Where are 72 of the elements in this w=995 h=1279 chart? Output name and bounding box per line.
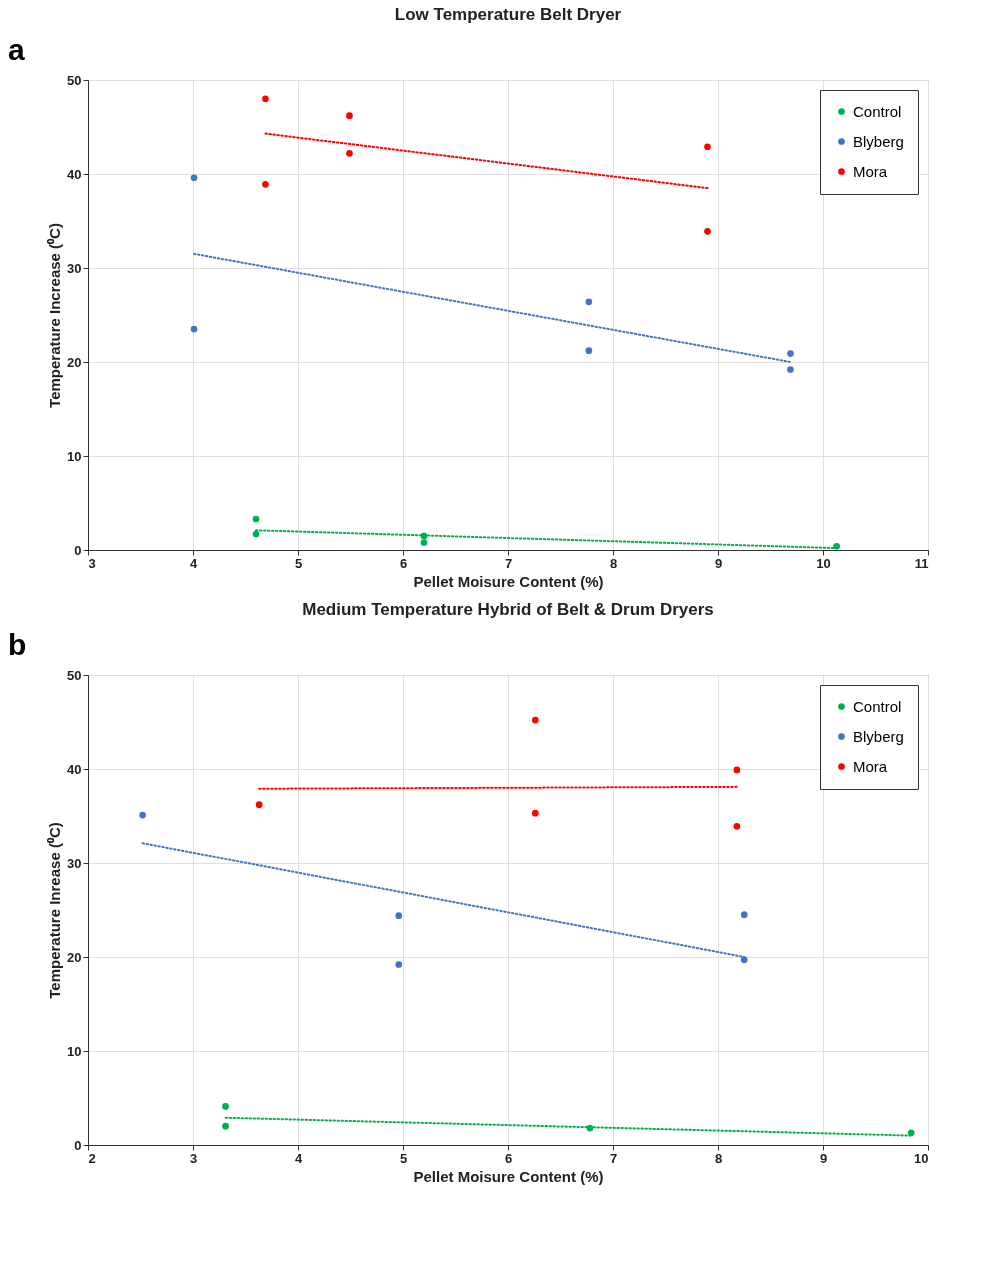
point (255, 801, 263, 809)
point (222, 1122, 229, 1130)
point (733, 766, 741, 774)
legend-label: Blyberg (853, 727, 904, 745)
x-tick-label: 8 (714, 1150, 723, 1166)
y-axis-title: Temperature Increase (⁰C) (46, 223, 64, 408)
point (704, 227, 711, 235)
y-tick-label: 40 (67, 166, 82, 182)
x-tick-label: 9 (819, 1150, 828, 1166)
x-tick-label: 8 (609, 555, 618, 571)
x-tick-label: 10 (816, 555, 831, 571)
x-tick-label: 2 (88, 1150, 96, 1166)
x-tick-label: 4 (189, 555, 198, 571)
y-tick-label: 50 (67, 72, 82, 88)
point (833, 542, 840, 550)
point (190, 174, 198, 182)
y-tick-label: 30 (67, 260, 82, 276)
point (787, 350, 794, 357)
point (262, 180, 269, 188)
point (787, 366, 794, 373)
x-tick-label: 6 (399, 555, 408, 571)
point (531, 809, 539, 817)
x-tick-label: 3 (189, 1150, 198, 1166)
x-tick-label: 5 (294, 555, 303, 571)
y-tick-label: 30 (67, 855, 82, 871)
legend-label: Mora (853, 162, 888, 180)
point (190, 325, 198, 333)
x-axis-title: Pellet Moisure Content (%) (413, 572, 604, 590)
legend-label: Blyberg (853, 132, 904, 150)
x-tick-label: 3 (88, 555, 96, 571)
x-tick-label: 11 (914, 555, 929, 571)
text: a (8, 33, 25, 66)
x-tick-label: 7 (504, 555, 513, 571)
point (420, 539, 428, 546)
point (252, 515, 260, 523)
x-axis-title: Pellet Moisure Content (%) (413, 1167, 604, 1185)
y-tick-label: 0 (74, 1137, 82, 1153)
point (262, 95, 269, 103)
point (585, 298, 593, 306)
chart-title: Medium Temperature Hybrid of Belt & Drum Dryers (302, 600, 714, 619)
point (740, 911, 748, 919)
legend-label: Control (853, 102, 902, 120)
x-tick-label: 5 (399, 1150, 408, 1166)
y-tick-label: 40 (67, 761, 82, 777)
point (733, 822, 741, 830)
point (252, 530, 260, 538)
legend-label: Control (853, 697, 902, 715)
chart-title: Low Temperature Belt Dryer (394, 5, 622, 24)
point (395, 961, 403, 968)
y-tick-label: 20 (67, 354, 82, 370)
x-tick-label: 7 (609, 1150, 618, 1166)
point (531, 716, 539, 724)
point (139, 811, 146, 819)
point (704, 143, 711, 151)
legend-label: Mora (853, 757, 888, 775)
point (585, 347, 593, 355)
point (222, 1103, 229, 1110)
x-tick-label: 10 (914, 1150, 929, 1166)
point (395, 912, 403, 919)
y-tick-label: 10 (67, 1043, 82, 1059)
point (346, 112, 353, 120)
point (740, 956, 748, 964)
x-tick-label: 6 (504, 1150, 513, 1166)
x-tick-label: 4 (294, 1150, 303, 1166)
y-tick-label: 0 (74, 542, 82, 558)
y-tick-label: 50 (67, 667, 82, 683)
y-axis-title: Temperature Inrease (⁰C) (46, 822, 64, 999)
text: b (8, 628, 27, 661)
x-tick-label: 9 (714, 555, 723, 571)
y-tick-label: 20 (67, 949, 82, 965)
point (346, 149, 353, 157)
y-tick-label: 10 (67, 448, 82, 464)
